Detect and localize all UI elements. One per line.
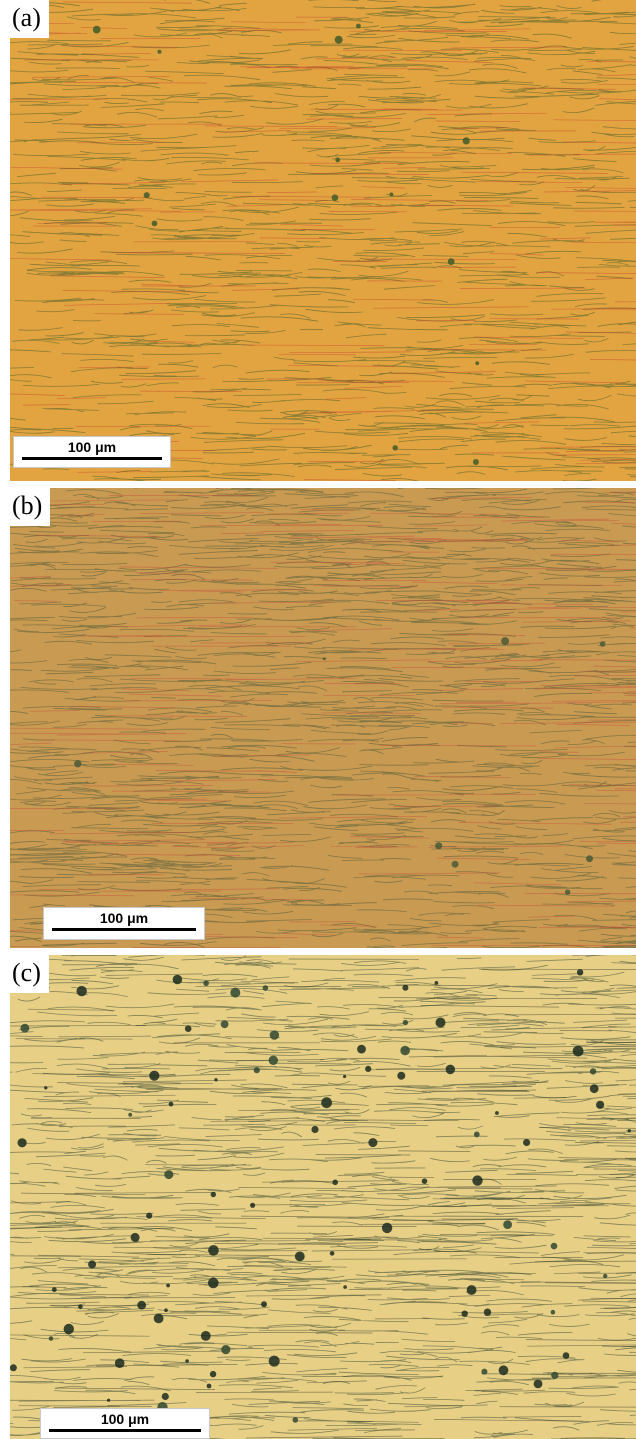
scale-bar-text-b: 100 μm bbox=[99, 910, 149, 926]
micrograph-panel-c: (c) 100 μm bbox=[10, 955, 636, 1439]
panel-label-a: (a) bbox=[10, 0, 49, 38]
micrograph-image-b bbox=[10, 488, 636, 948]
micrograph-image-a bbox=[10, 0, 636, 481]
scale-bar-line-c bbox=[49, 1429, 201, 1432]
scale-bar-b: 100 μm bbox=[43, 907, 205, 940]
scale-bar-a: 100 μm bbox=[13, 436, 171, 468]
panel-label-c: (c) bbox=[10, 955, 49, 993]
panel-label-b: (b) bbox=[10, 488, 51, 526]
micrograph-image-c bbox=[10, 955, 636, 1439]
micrograph-panel-a: (a) 100 μm bbox=[10, 0, 636, 481]
scale-bar-text-c: 100 μm bbox=[100, 1411, 150, 1427]
scale-bar-line-a bbox=[22, 457, 162, 460]
scale-bar-text-a: 100 μm bbox=[67, 439, 117, 455]
scale-bar-line-b bbox=[52, 928, 196, 931]
micrograph-panel-b: (b) 100 μm bbox=[10, 488, 636, 948]
scale-bar-c: 100 μm bbox=[40, 1408, 210, 1439]
